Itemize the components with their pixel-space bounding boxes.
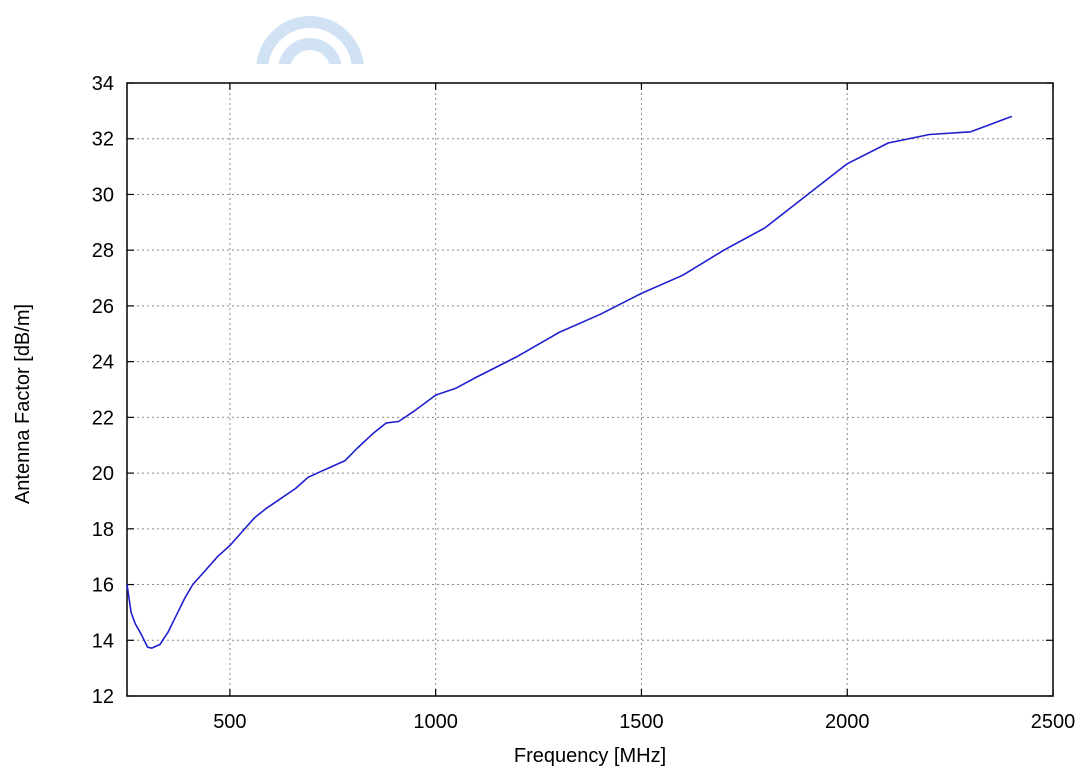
y-tick-label: 16 — [92, 575, 114, 597]
y-axis-ticks: 12 14 16 18 20 22 24 26 28 30 32 34 — [92, 73, 1053, 708]
x-axis-title: Frequency [MHz] — [514, 745, 666, 767]
antenna-factor-series-line — [126, 115, 1013, 649]
y-tick-label: 22 — [92, 407, 114, 429]
y-tick-label: 32 — [92, 129, 114, 151]
y-tick-label: 26 — [92, 296, 114, 318]
plot-frame — [126, 82, 1054, 697]
watermark-logo — [256, 16, 364, 64]
y-tick-label: 34 — [92, 73, 114, 95]
y-tick-label: 12 — [92, 686, 114, 708]
x-tick-label: 2500 — [1031, 711, 1076, 733]
y-tick-label: 30 — [92, 184, 114, 206]
x-tick-label: 500 — [213, 711, 246, 733]
grid — [127, 83, 1053, 696]
y-tick-label: 14 — [92, 630, 114, 652]
series-layer — [126, 115, 1013, 649]
y-tick-label: 18 — [92, 519, 114, 541]
x-axis-ticks: 500 1000 1500 2000 2500 — [213, 83, 1075, 733]
watermark-ring-inner — [278, 38, 342, 64]
plot-area-border — [126, 82, 1054, 697]
x-tick-label: 1000 — [413, 711, 458, 733]
x-tick-label: 2000 — [825, 711, 870, 733]
y-tick-label: 20 — [92, 463, 114, 485]
x-tick-label: 1500 — [619, 711, 664, 733]
y-tick-label: 24 — [92, 352, 114, 374]
watermark-ring-outer — [256, 16, 364, 64]
y-axis-title: Antenna Factor [dB/m] — [12, 304, 34, 504]
y-tick-label: 28 — [92, 240, 114, 262]
